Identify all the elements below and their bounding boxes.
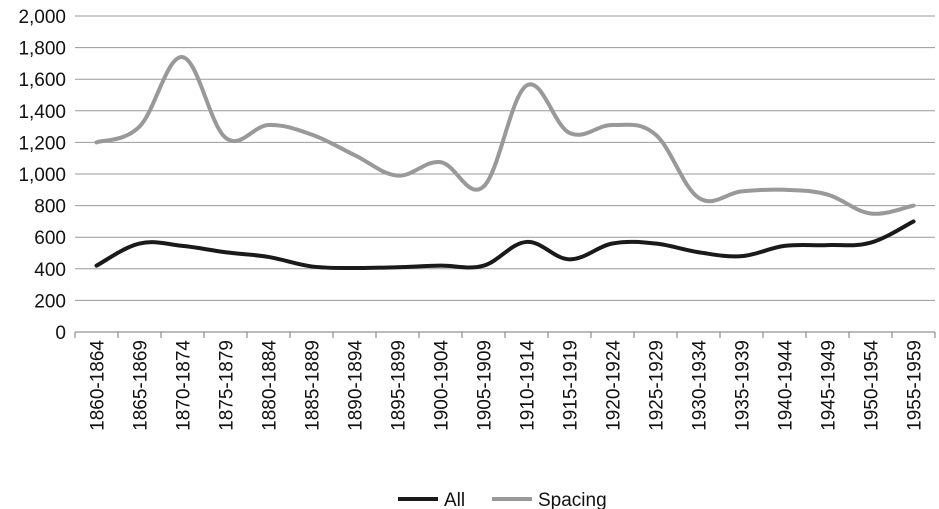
y-tick-label: 0 bbox=[55, 323, 66, 344]
x-tick-label: 1900-1904 bbox=[432, 340, 453, 431]
x-tick-label: 1915-1919 bbox=[561, 340, 582, 431]
series-line-spacing bbox=[94, 55, 916, 216]
y-tick-label: 1,400 bbox=[18, 102, 66, 123]
x-axis-tick-labels: 1860-1864 1865-1869 1870-1874 1875-1879 1880… bbox=[74, 332, 936, 431]
x-tick-label: 1935-1939 bbox=[733, 340, 754, 431]
x-tick-label: 1930-1934 bbox=[690, 340, 711, 431]
y-tick-label: 1,000 bbox=[18, 165, 66, 186]
y-tick-label: 600 bbox=[34, 228, 66, 249]
x-tick-label: 1885-1889 bbox=[303, 340, 324, 431]
x-tick-label: 1880-1884 bbox=[260, 340, 281, 431]
x-tick-label: 1920-1924 bbox=[604, 340, 625, 431]
x-tick-label: 1895-1899 bbox=[389, 340, 410, 431]
legend-label-spacing: Spacing bbox=[538, 490, 607, 509]
y-tick-label: 800 bbox=[34, 197, 66, 218]
y-tick-label: 2,000 bbox=[18, 7, 66, 28]
x-tick-label: 1905-1909 bbox=[475, 340, 496, 431]
x-tick-label: 1860-1864 bbox=[88, 340, 109, 431]
legend: All Spacing bbox=[398, 490, 607, 509]
x-tick-label: 1950-1954 bbox=[862, 340, 883, 431]
series-lines bbox=[94, 55, 916, 271]
y-axis-tick-labels: 0 200 400 600 800 1,000 1,200 1,400 1,600 1,800 2,… bbox=[18, 7, 66, 344]
x-tick-label: 1890-1894 bbox=[346, 340, 367, 431]
x-tick-label: 1910-1914 bbox=[518, 340, 539, 431]
x-tick-label: 1955-1959 bbox=[905, 340, 926, 431]
x-tick-label: 1875-1879 bbox=[217, 340, 238, 431]
x-tick-label: 1865-1869 bbox=[131, 340, 152, 431]
x-tick-label: 1945-1949 bbox=[819, 340, 840, 431]
x-tick-label: 1925-1929 bbox=[647, 340, 668, 431]
series-line-all bbox=[94, 219, 916, 271]
x-tick-label: 1870-1874 bbox=[174, 340, 195, 431]
y-tick-label: 200 bbox=[34, 291, 66, 312]
gridlines bbox=[75, 15, 935, 301]
x-tick-label: 1940-1944 bbox=[776, 340, 797, 431]
y-tick-label: 1,600 bbox=[18, 70, 66, 91]
legend-label-all: All bbox=[444, 490, 465, 509]
y-tick-label: 1,200 bbox=[18, 133, 66, 154]
y-tick-label: 1,800 bbox=[18, 39, 66, 60]
y-tick-label: 400 bbox=[34, 260, 66, 281]
